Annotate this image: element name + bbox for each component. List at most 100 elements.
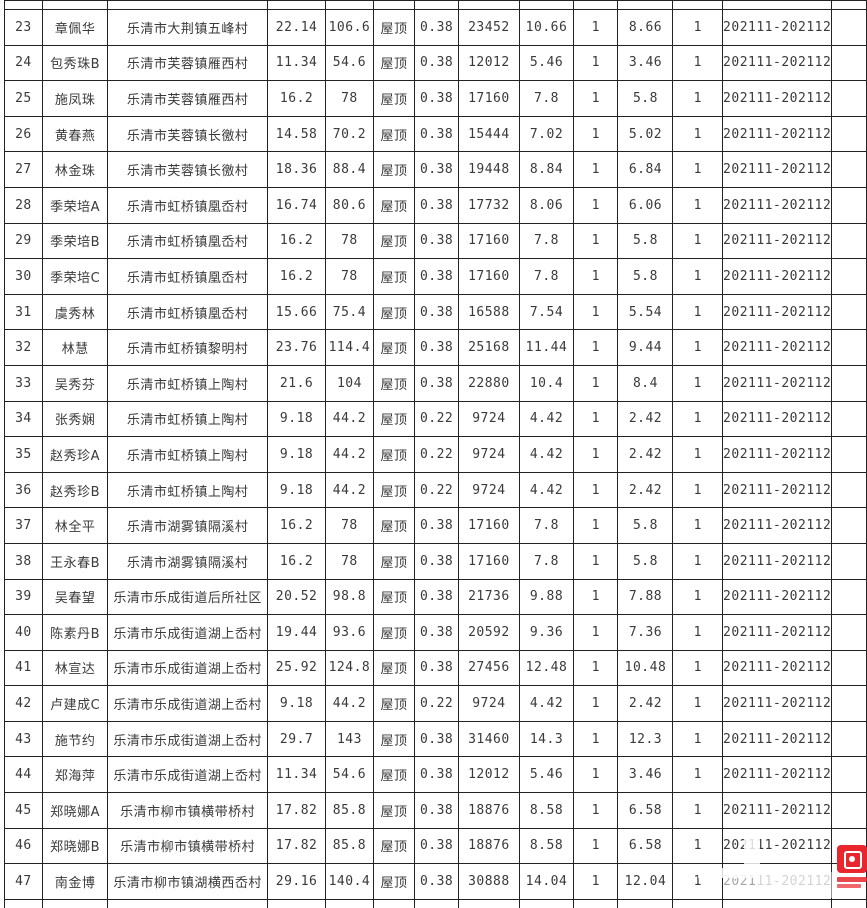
cell-period: 202111-202112 (722, 436, 833, 473)
cell-amount-b: 2.42 (617, 400, 674, 438)
cell-amount-a: 7.8 (518, 258, 575, 295)
partial-row (4, 0, 867, 10)
empty-cell-cutoff (831, 542, 867, 580)
cell-install-type: 屋顶 (372, 400, 416, 438)
cell-count-b: 1 (672, 756, 724, 794)
cell-count-a: 1 (573, 614, 619, 651)
table-row: 27 林金珠 乐清市芙蓉镇长徼村 18.36 88.4 屋顶 0.38 19448 8.84 1 6… (4, 151, 867, 188)
cell-address: 乐清市虹桥镇凰岙村 (107, 293, 268, 331)
cell-install-type: 屋顶 (372, 364, 416, 402)
empty-cell (831, 0, 867, 10)
cell-area: 44.2 (325, 400, 374, 438)
cell-energy: 30888 (457, 863, 520, 900)
cell-energy: 31460 (457, 720, 520, 758)
cell-row-number: 43 (4, 720, 43, 758)
table-row: 24 包秀珠B 乐清市芙蓉镇雁西村 11.34 54.6 屋顶 0.38 12012 5.46 1… (4, 44, 867, 82)
cell-count-b: 1 (672, 720, 724, 758)
cell-energy: 20592 (457, 614, 520, 651)
cell-count-b: 1 (672, 222, 724, 260)
empty-cell-cutoff (831, 80, 867, 117)
cell-owner-name: 虞秀林 (41, 293, 109, 331)
cell-amount-b: 5.54 (617, 293, 674, 331)
cell-period: 202111-202112 (722, 471, 833, 509)
cell-amount-a: 8.06 (518, 186, 575, 224)
cell-energy: 9724 (457, 471, 520, 509)
cell-capacity: 14.58 (266, 115, 327, 153)
cell-period: 202111-202112 (722, 542, 833, 580)
cell-address: 乐清市芙蓉镇长徼村 (107, 115, 268, 153)
cell-count-a: 1 (573, 827, 619, 865)
empty-cell (573, 0, 619, 10)
cell-address: 乐清市虹桥镇凰岙村 (107, 258, 268, 295)
empty-cell-cutoff (831, 614, 867, 651)
cell-owner-name: 章佩华 (41, 9, 109, 46)
cell-count-b: 1 (672, 649, 724, 687)
cell-capacity: 25.92 (266, 649, 327, 687)
cell-area: 78 (325, 542, 374, 580)
cell-area: 114.4 (325, 329, 374, 366)
empty-cell-cutoff (831, 115, 867, 153)
cell-amount-a: 9.88 (518, 578, 575, 616)
empty-cell (4, 898, 43, 908)
cell-amount-a: 8.58 (518, 792, 575, 829)
cell-area: 78 (325, 80, 374, 117)
cell-address: 乐清市虹桥镇上陶村 (107, 436, 268, 473)
cell-amount-b: 5.8 (617, 80, 674, 117)
cell-address: 乐清市乐成街道后所社区 (107, 578, 268, 616)
cell-area: 143 (325, 720, 374, 758)
cell-install-type: 屋顶 (372, 542, 416, 580)
cell-owner-name: 吴秀芬 (41, 364, 109, 402)
cell-period: 202111-202112 (722, 720, 833, 758)
cell-area: 80.6 (325, 186, 374, 224)
cell-amount-b: 2.42 (617, 471, 674, 509)
cell-install-type: 屋顶 (372, 329, 416, 366)
cell-area: 44.2 (325, 685, 374, 722)
cell-rate: 0.38 (414, 542, 459, 580)
empty-cell-cutoff (831, 222, 867, 260)
table-row: 25 施凤珠 乐清市芙蓉镇雁西村 16.2 78 屋顶 0.38 17160 7.8 1 5.8 1 2… (4, 80, 867, 117)
watermark-logo-glyph (844, 851, 862, 869)
cell-count-b: 1 (672, 792, 724, 829)
cell-install-type: 屋顶 (372, 471, 416, 509)
cell-period: 202111-202112 (722, 80, 833, 117)
cell-count-a: 1 (573, 222, 619, 260)
table-row: 32 林慧 乐清市虹桥镇黎明村 23.76 114.4 屋顶 0.38 25168 11.44 1… (4, 329, 867, 366)
cell-owner-name: 张秀娴 (41, 400, 109, 438)
cell-amount-b: 7.88 (617, 578, 674, 616)
cell-amount-b: 12.3 (617, 720, 674, 758)
cell-area: 44.2 (325, 471, 374, 509)
cell-amount-b: 3.46 (617, 756, 674, 794)
cell-energy: 9724 (457, 400, 520, 438)
empty-cell (831, 898, 867, 908)
cell-area: 85.8 (325, 827, 374, 865)
cell-row-number: 25 (4, 80, 43, 117)
cell-capacity: 16.2 (266, 222, 327, 260)
empty-cell (722, 0, 833, 10)
cell-rate: 0.38 (414, 80, 459, 117)
cell-period: 202111-202112 (722, 614, 833, 651)
table-row: 28 季荣培A 乐清市虹桥镇凰岙村 16.74 80.6 屋顶 0.38 17732 8.06 1… (4, 186, 867, 224)
cell-count-b: 1 (672, 436, 724, 473)
cell-address: 乐清市柳市镇横带桥村 (107, 792, 268, 829)
cell-energy: 18876 (457, 792, 520, 829)
cell-capacity: 15.66 (266, 293, 327, 331)
cell-period: 202111-202112 (722, 293, 833, 331)
cell-amount-a: 5.46 (518, 44, 575, 82)
cell-address: 乐清市乐成街道湖上岙村 (107, 685, 268, 722)
cell-address: 乐清市乐成街道湖上岙村 (107, 649, 268, 687)
cell-owner-name: 林金珠 (41, 151, 109, 188)
cell-area: 88.4 (325, 151, 374, 188)
cell-owner-name: 郑晓娜B (41, 827, 109, 865)
cell-amount-b: 8.66 (617, 9, 674, 46)
empty-cell-cutoff (831, 756, 867, 794)
cell-period: 202111-202112 (722, 186, 833, 224)
cell-rate: 0.38 (414, 44, 459, 82)
cell-owner-name: 林慧 (41, 329, 109, 366)
cell-capacity: 11.34 (266, 44, 327, 82)
cell-count-a: 1 (573, 720, 619, 758)
empty-cell (4, 0, 43, 10)
cell-count-a: 1 (573, 44, 619, 82)
cell-energy: 18876 (457, 827, 520, 865)
cell-period: 202111-202112 (722, 115, 833, 153)
cell-install-type: 屋顶 (372, 792, 416, 829)
